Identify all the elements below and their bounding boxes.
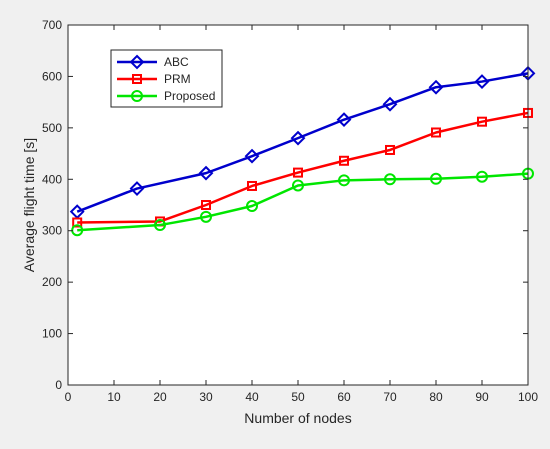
data-point-prm [431, 127, 441, 138]
data-point-abc [198, 165, 214, 181]
series-layer [69, 65, 536, 237]
legend-entry-proposed: Proposed [117, 89, 215, 103]
data-point-proposed [338, 174, 350, 187]
y-tick-label: 0 [55, 378, 62, 392]
legend-label-abc: ABC [164, 55, 189, 69]
data-point-prm [339, 155, 349, 166]
series-line-abc [76, 72, 529, 213]
legend-entry-prm: PRM [117, 72, 191, 86]
data-point-prm [72, 217, 83, 228]
legend: ABC PRM Proposed [110, 49, 223, 108]
legend-marker-proposed [131, 90, 143, 102]
x-tick-label: 90 [475, 390, 489, 404]
y-tick-label: 200 [42, 275, 62, 289]
series-line-proposed [77, 172, 529, 232]
tick-layer: 0 10 20 30 40 50 60 70 80 90 100 0 100 200 300 400 500 60… [42, 18, 538, 404]
data-point-prm [247, 180, 257, 191]
x-axis-title: Number of nodes [244, 410, 351, 426]
x-tick-label: 40 [245, 390, 259, 404]
y-axis-title: Average flight time [s] [21, 138, 37, 272]
y-tick-label: 400 [42, 172, 62, 186]
x-tick-label: 0 [65, 390, 72, 404]
legend-label-prm: PRM [164, 72, 191, 86]
legend-entry-abc: ABC [117, 54, 189, 70]
data-point-proposed [430, 172, 442, 185]
data-point-proposed [246, 200, 258, 213]
x-tick-label: 10 [107, 390, 121, 404]
x-tick-label: 70 [383, 390, 397, 404]
data-point-abc [382, 96, 398, 112]
data-point-abc [428, 79, 444, 95]
y-tick-label: 300 [42, 224, 62, 238]
x-tick-label: 20 [153, 390, 167, 404]
data-point-proposed [476, 170, 488, 183]
series-proposed [71, 167, 534, 237]
data-point-proposed [200, 210, 212, 223]
legend-marker-prm [132, 74, 142, 84]
data-point-proposed [154, 219, 166, 232]
x-tick-label: 50 [291, 390, 305, 404]
data-point-abc [129, 181, 145, 196]
data-point-abc [336, 112, 352, 128]
data-point-prm [293, 167, 303, 178]
y-tick-label: 500 [42, 121, 62, 135]
data-point-proposed [384, 173, 396, 186]
y-tick-label: 100 [42, 327, 62, 341]
y-tick-label: 600 [42, 69, 62, 83]
data-point-abc [244, 148, 260, 164]
legend-label-proposed: Proposed [164, 89, 215, 103]
legend-marker-abc [129, 54, 145, 70]
data-point-proposed [292, 179, 304, 192]
data-point-abc [474, 74, 490, 89]
x-tick-label: 60 [337, 390, 351, 404]
y-tick-label: 700 [42, 18, 62, 32]
x-tick-label: 30 [199, 390, 213, 404]
data-point-prm [201, 200, 211, 210]
data-point-prm [385, 144, 395, 155]
data-point-abc [290, 130, 306, 146]
data-point-proposed [71, 224, 84, 237]
data-point-prm [477, 116, 487, 127]
x-tick-label: 100 [518, 390, 538, 404]
x-tick-label: 80 [429, 390, 443, 404]
series-line-prm [77, 111, 529, 224]
